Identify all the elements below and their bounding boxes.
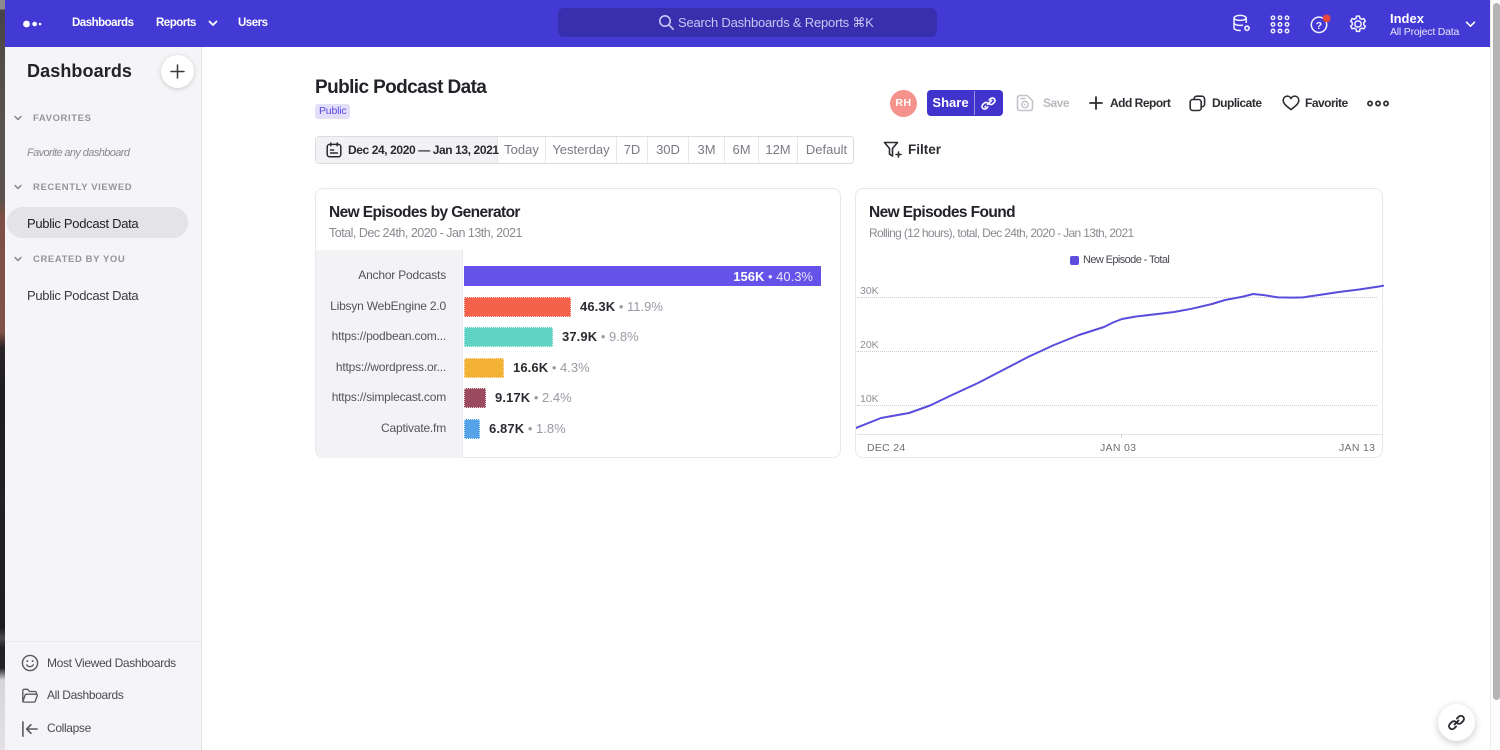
svg-text:?: ?: [1316, 20, 1322, 32]
